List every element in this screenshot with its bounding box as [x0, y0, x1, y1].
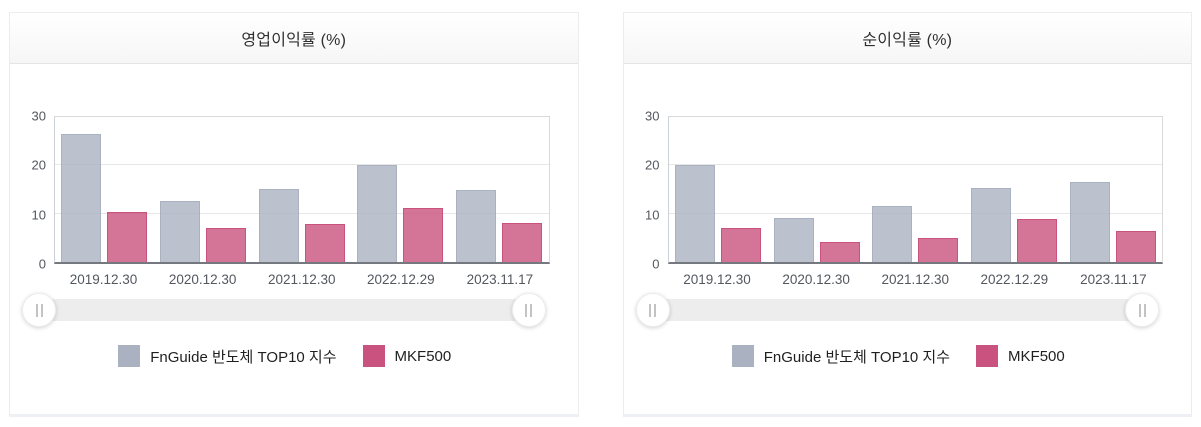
bar-series1[interactable]	[674, 165, 715, 262]
y-axis-tick-label: 0	[38, 256, 46, 272]
y-axis: 0 10 20 30	[634, 109, 668, 272]
legend-swatch-series1	[118, 345, 141, 367]
gridline	[668, 212, 1162, 214]
x-axis-label: 2021.12.30	[881, 272, 950, 287]
bar-series2[interactable]	[1016, 218, 1057, 262]
gridline	[55, 164, 549, 166]
bar-series1[interactable]	[1069, 181, 1110, 262]
slider-handle-left[interactable]	[635, 293, 670, 327]
bar-series2[interactable]	[1115, 230, 1156, 262]
bar-series2[interactable]	[107, 211, 148, 262]
legend-label-series2: MKF500	[1008, 347, 1065, 365]
chart-title: 영업이익률 (%)	[241, 32, 347, 49]
x-axis-label: 2019.12.30	[683, 272, 751, 287]
plot-area	[667, 116, 1163, 264]
x-axis: 2019.12.30 2020.12.30 2021.12.30 2022.12.29…	[54, 272, 550, 287]
bar-group	[154, 117, 253, 262]
gridline	[668, 164, 1162, 166]
chart-card-operating-margin: 영업이익률 (%) 0 10 20 30 2019.12.30 2020.12.30 20…	[9, 12, 579, 417]
y-axis-tick-label: 20	[31, 157, 46, 173]
legend-swatch-series2	[976, 345, 999, 367]
bar-chart: 0 10 20 30 2019.12.30 2020.12.30 2021.12.30 20…	[10, 64, 578, 367]
bar-group	[965, 117, 1064, 262]
x-axis-label: 2021.12.30	[267, 272, 336, 287]
legend: FnGuide 반도체 TOP10 지수 MKF500	[20, 345, 550, 367]
bar-chart: 0 10 20 30 2019.12.30 2020.12.30 2021.12.30 20…	[624, 64, 1192, 367]
y-axis-tick-label: 30	[31, 108, 46, 124]
legend-item-series2[interactable]: MKF500	[362, 345, 452, 367]
chart-range-slider	[635, 292, 1159, 328]
y-axis-tick-label: 0	[652, 256, 660, 272]
grip-vertical-icon	[649, 303, 656, 317]
bar-series2[interactable]	[304, 224, 345, 262]
bar-series1[interactable]	[258, 188, 299, 262]
legend-item-series1[interactable]: FnGuide 반도체 TOP10 지수	[731, 345, 951, 367]
chart-header: 순이익률 (%)	[623, 13, 1191, 64]
bar-series2[interactable]	[720, 228, 761, 262]
bar-group	[866, 117, 965, 262]
gridline	[55, 212, 549, 214]
bar-group	[55, 117, 154, 262]
bar-series2[interactable]	[206, 228, 247, 262]
legend-label-series1: FnGuide 반도체 TOP10 지수	[150, 348, 337, 366]
bar-series2[interactable]	[502, 223, 543, 262]
y-axis: 0 10 20 30	[20, 109, 54, 272]
x-axis-label: 2022.12.29	[980, 272, 1049, 287]
bar-group	[252, 117, 351, 262]
y-axis-tick-label: 20	[645, 157, 660, 173]
legend-item-series2[interactable]: MKF500	[976, 345, 1065, 367]
bar-series1[interactable]	[773, 217, 814, 262]
legend-label-series1: FnGuide 반도체 TOP10 지수	[763, 348, 951, 366]
slider-handle-right[interactable]	[511, 293, 546, 327]
legend-item-series1[interactable]: FnGuide 반도체 TOP10 지수	[118, 345, 337, 367]
x-axis-label: 2019.12.30	[69, 272, 138, 287]
bar-series1[interactable]	[970, 188, 1011, 262]
legend-label-series2: MKF500	[394, 347, 452, 365]
legend-swatch-series2	[362, 345, 385, 367]
bar-series1[interactable]	[456, 189, 497, 262]
y-axis-tick-label: 30	[645, 108, 660, 124]
x-axis-label: 2023.11.17	[1080, 272, 1147, 287]
chart-card-net-margin: 순이익률 (%) 0 10 20 30 2019.12.30 2020.12.30 202…	[622, 12, 1192, 417]
bar-series1[interactable]	[357, 165, 398, 262]
bar-series2[interactable]	[918, 237, 959, 262]
bar-group	[450, 117, 549, 262]
legend: FnGuide 반도체 TOP10 지수 MKF500	[634, 345, 1164, 367]
bar-group	[767, 117, 866, 262]
chart-title: 순이익률 (%)	[862, 32, 953, 49]
slider-track[interactable]	[38, 299, 530, 321]
bar-group	[351, 117, 450, 262]
bar-series1[interactable]	[160, 200, 201, 262]
x-axis-label: 2020.12.30	[168, 272, 237, 287]
slider-handle-right[interactable]	[1125, 293, 1159, 327]
slider-track[interactable]	[651, 299, 1143, 321]
bar-group	[669, 117, 768, 262]
bar-series2[interactable]	[403, 208, 444, 262]
chart-header: 영업이익률 (%)	[10, 13, 578, 64]
x-axis: 2019.12.30 2020.12.30 2021.12.30 2022.12.29…	[668, 272, 1164, 287]
grip-vertical-icon	[35, 303, 43, 317]
y-axis-tick-label: 10	[645, 207, 660, 223]
grip-vertical-icon	[525, 303, 532, 317]
legend-swatch-series1	[731, 345, 754, 367]
grip-vertical-icon	[1138, 303, 1146, 317]
x-axis-label: 2023.11.17	[466, 272, 534, 287]
bar-series1[interactable]	[872, 206, 913, 262]
bar-series1[interactable]	[61, 133, 102, 262]
x-axis-label: 2020.12.30	[782, 272, 850, 287]
bar-group	[1063, 117, 1162, 262]
x-axis-label: 2022.12.29	[367, 272, 435, 287]
bar-series2[interactable]	[819, 241, 860, 262]
chart-range-slider	[22, 292, 546, 328]
y-axis-tick-label: 10	[31, 207, 46, 223]
plot-area	[54, 116, 550, 264]
slider-handle-left[interactable]	[22, 293, 56, 327]
